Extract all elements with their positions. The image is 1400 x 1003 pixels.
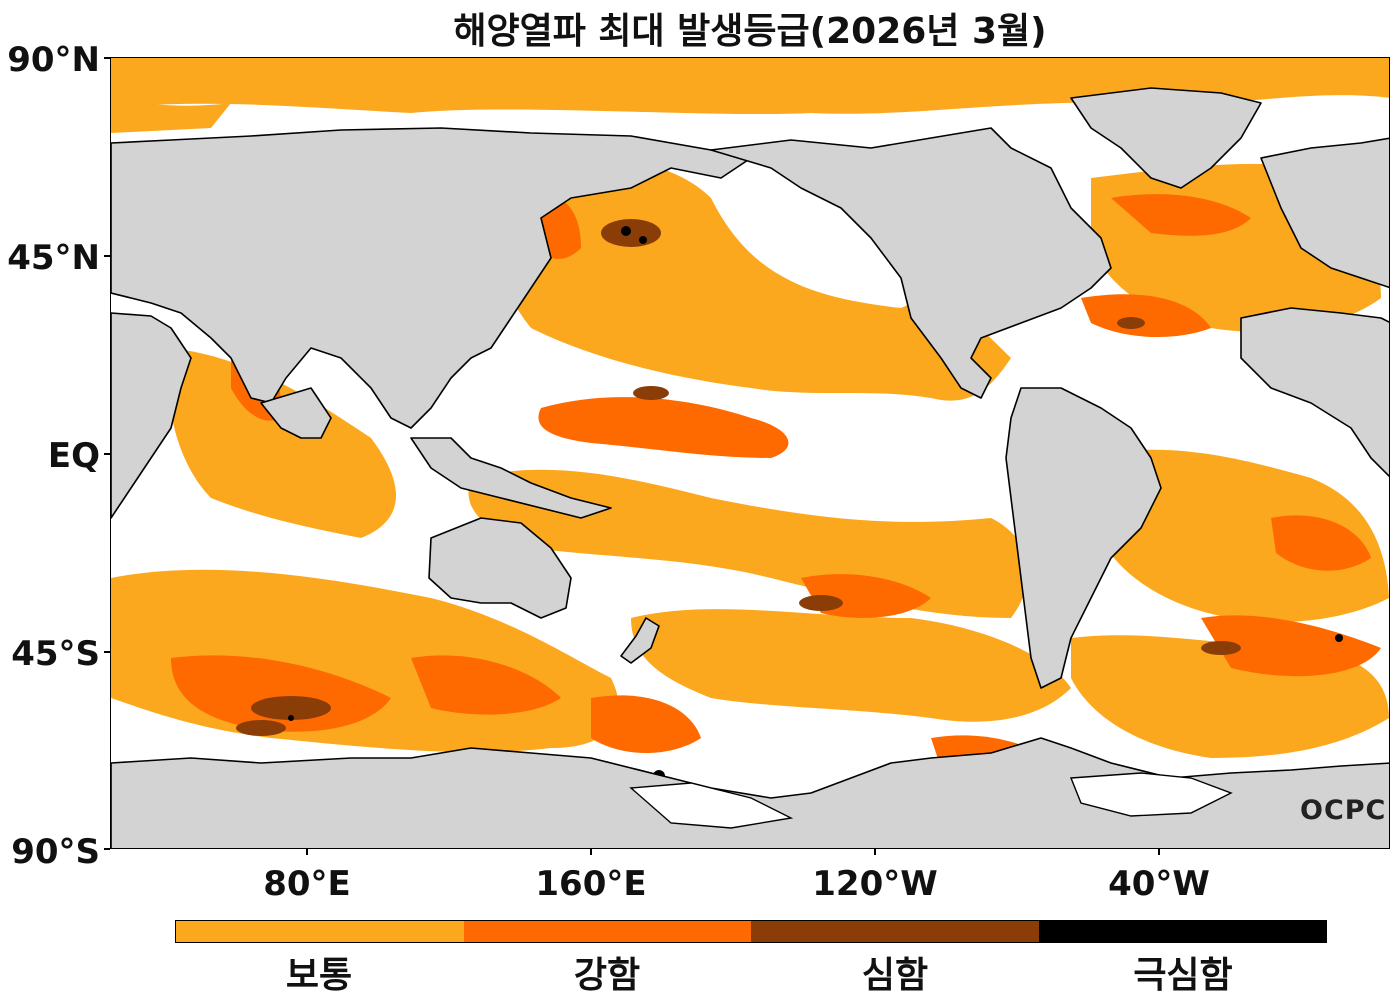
landmass-new-zealand	[620, 617, 660, 664]
lat-label-45s: 45°S	[11, 634, 100, 674]
legend-swatch-strong	[463, 921, 751, 942]
landmass-africa-west	[1240, 307, 1389, 478]
world-map	[111, 58, 1389, 848]
landmass-india	[260, 387, 332, 439]
landmass-eurasia	[111, 127, 752, 429]
landmass-north-america	[710, 127, 1112, 399]
lat-tick	[104, 57, 110, 59]
landmass-europe	[1260, 137, 1389, 289]
lon-label-40w: 40°W	[1108, 864, 1210, 904]
ocpc-logo: OCPC	[1300, 795, 1387, 826]
lat-tick	[104, 651, 110, 653]
lon-tick	[1158, 849, 1160, 855]
lon-tick	[590, 849, 592, 855]
landmass-greenland	[1070, 87, 1262, 189]
legend-swatch-severe	[751, 921, 1039, 942]
land-masses	[111, 87, 1389, 848]
legend-label-extreme: 극심함	[1133, 955, 1233, 996]
lon-label-120w: 120°W	[812, 864, 938, 904]
lat-tick	[104, 848, 110, 850]
legend-colorbar	[175, 920, 1327, 943]
heatwave-strong-layer	[171, 194, 1381, 780]
lat-label-90n: 90°N	[7, 40, 100, 80]
lat-tick	[104, 255, 110, 257]
lon-tick	[306, 849, 308, 855]
landmass-australia	[428, 517, 572, 619]
lat-label-eq: EQ	[47, 436, 100, 476]
lon-label-80e: 80°E	[263, 864, 351, 904]
lat-label-45n: 45°N	[7, 238, 100, 278]
landmass-maritime-se-asia	[410, 437, 612, 519]
legend-label-strong: 강함	[573, 955, 641, 996]
landmass-africa	[111, 312, 192, 519]
sea-ice-region	[629, 772, 1233, 829]
landmass-antarctica	[111, 737, 1389, 848]
legend-label-moderate: 보통	[285, 955, 353, 996]
lat-tick	[104, 453, 110, 455]
map-title: 해양열파 최대 발생등급(2026년 3월)	[453, 11, 1047, 52]
lon-label-160e: 160°E	[535, 864, 647, 904]
landmass-south-america	[1005, 387, 1162, 689]
lon-tick	[874, 849, 876, 855]
legend-swatch-extreme	[1038, 921, 1326, 942]
legend-swatch-moderate	[176, 921, 464, 942]
lat-label-90s: 90°S	[11, 832, 100, 872]
legend-label-severe: 심함	[861, 955, 929, 996]
map-panel	[110, 57, 1390, 849]
